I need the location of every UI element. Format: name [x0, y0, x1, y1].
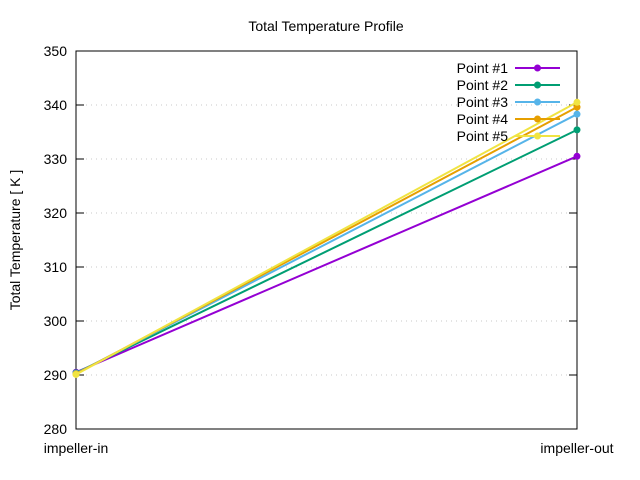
x-tick-label: impeller-out [540, 440, 613, 456]
legend-item-3: Point #3 [457, 94, 560, 110]
legend-item-1: Point #1 [457, 60, 560, 76]
legend-label: Point #5 [457, 128, 509, 144]
legend-swatch-point [534, 64, 541, 72]
legend-label: Point #4 [457, 111, 509, 127]
chart-title: Total Temperature Profile [248, 18, 404, 34]
series-line [75, 155, 578, 374]
y-tick-label: 350 [44, 43, 68, 59]
y-tick-label: 300 [44, 313, 68, 329]
plot-border [75, 50, 578, 430]
y-tick-label: 330 [44, 151, 68, 167]
y-tick-label: 320 [44, 205, 68, 221]
legend-label: Point #2 [457, 77, 509, 93]
y-tick-label: 280 [44, 421, 68, 437]
data-point [573, 152, 581, 160]
x-tick-label: impeller-in [44, 440, 109, 456]
y-tick-label: 340 [44, 97, 68, 113]
series-line [75, 128, 578, 374]
series-5 [72, 98, 581, 378]
legend-swatch-point [534, 115, 541, 123]
data-point [72, 370, 80, 378]
legend-label: Point #1 [457, 60, 509, 76]
data-point [573, 126, 581, 134]
legend-item-5: Point #5 [457, 128, 560, 144]
y-tick-label: 310 [44, 259, 68, 275]
series-2 [72, 126, 581, 377]
data-point [573, 98, 581, 106]
legend-item-2: Point #2 [457, 77, 560, 93]
grid [76, 104, 577, 376]
legend-item-4: Point #4 [457, 111, 560, 127]
series-line [75, 101, 578, 376]
data-point [573, 103, 581, 111]
series-group [72, 98, 581, 378]
data-point [573, 110, 581, 118]
y-tick-label: 290 [44, 367, 68, 383]
series-1 [72, 152, 581, 376]
legend-swatch-point [534, 132, 541, 140]
legend-label: Point #3 [457, 94, 509, 110]
y-axis-label: Total Temperature [ K ] [7, 170, 23, 311]
axes: 280 290 300 310 320 330 340 350 impeller-in impel… [44, 43, 614, 456]
legend-swatch-point [534, 98, 541, 106]
legend-swatch-point [534, 81, 541, 89]
